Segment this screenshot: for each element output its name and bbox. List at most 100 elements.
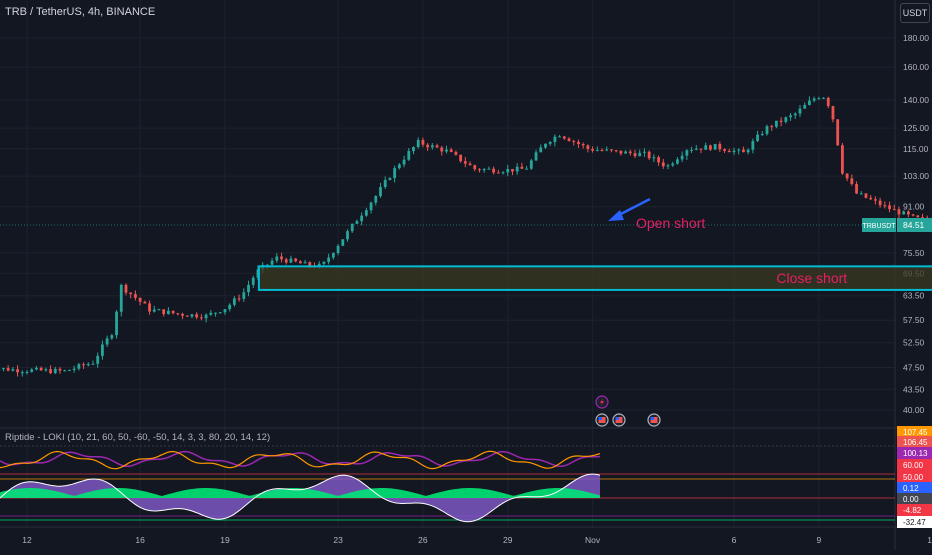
candle-body (35, 368, 38, 370)
candle-body (101, 345, 104, 356)
last-price-tag: 84.51 (903, 220, 925, 230)
candle-body (657, 157, 660, 162)
candle-body (638, 153, 641, 156)
candle-body (181, 314, 184, 316)
date-tick-label: 13 (927, 535, 932, 545)
candle-body (836, 119, 839, 145)
candle-body (271, 261, 274, 265)
price-tick-label: 40.00 (903, 405, 925, 415)
candle-body (158, 309, 161, 310)
candle-body (214, 313, 217, 314)
candle-body (327, 258, 330, 262)
candle-body (808, 101, 811, 105)
indicator-value-tag: 50.00 (903, 473, 924, 482)
candle-body (360, 216, 363, 222)
currency-button[interactable]: USDT (900, 3, 930, 23)
candle-body (464, 161, 467, 163)
candle-body (553, 137, 556, 142)
candle-body (813, 99, 816, 101)
candle-body (115, 312, 118, 336)
candle-body (167, 311, 170, 314)
candle-body (799, 109, 802, 114)
candle-body (407, 151, 410, 160)
candle-body (82, 364, 85, 365)
candle-body (596, 150, 599, 151)
candle-body (681, 156, 684, 160)
candle-body (370, 203, 373, 211)
candle-body (780, 121, 783, 122)
candle-body (907, 211, 910, 214)
candle-body (850, 178, 853, 184)
candle-body (209, 313, 212, 315)
price-tick-label: 103.00 (903, 171, 929, 181)
candle-body (751, 141, 754, 150)
candle-body (412, 147, 415, 151)
candle-body (676, 159, 679, 163)
candle-body (874, 199, 877, 200)
candle-body (299, 261, 302, 263)
price-tick-label: 115.00 (903, 144, 929, 154)
close-short-label: Close short (776, 270, 847, 286)
candle-body (393, 168, 396, 178)
candle-body (648, 152, 651, 159)
candle-body (756, 135, 759, 141)
candle-body (21, 372, 24, 373)
candle-body (337, 246, 340, 253)
candle-body (403, 160, 406, 165)
candle-body (398, 164, 401, 168)
candle-body (605, 149, 608, 150)
candle-body (422, 140, 425, 145)
candle-body (563, 136, 566, 138)
candle-body (228, 305, 231, 309)
candle-body (134, 294, 137, 298)
indicator-value-tag: 107.45 (903, 428, 928, 437)
candle-body (417, 140, 420, 147)
candle-body (841, 145, 844, 173)
flag-canton-icon (616, 417, 620, 420)
candle-body (139, 298, 142, 302)
candle-body (16, 369, 19, 372)
candle-body (478, 169, 481, 170)
candle-body (770, 126, 773, 127)
date-tick-label: Nov (585, 535, 601, 545)
candle-body (643, 152, 646, 153)
indicator-value-tag: 0.00 (903, 495, 919, 504)
candle-body (893, 209, 896, 210)
price-tick-label: 91.00 (903, 202, 925, 212)
candle-body (530, 160, 533, 168)
candle-body (459, 155, 462, 161)
candle-body (921, 217, 924, 218)
candle-body (916, 216, 919, 218)
candle-body (488, 169, 491, 170)
candle-body (49, 369, 52, 373)
candle-body (365, 210, 368, 215)
candle-body (492, 169, 495, 173)
candle-body (92, 364, 95, 365)
candle-body (766, 126, 769, 134)
candle-body (521, 167, 524, 169)
candle-body (624, 152, 627, 154)
candle-body (290, 259, 293, 263)
candle-body (455, 152, 458, 155)
candle-body (737, 150, 740, 151)
candle-body (153, 310, 156, 312)
indicator-value-tag: 100.13 (903, 449, 928, 458)
candle-body (431, 145, 434, 147)
candle-body (690, 150, 693, 151)
candle-body (341, 239, 344, 246)
candle-body (238, 298, 241, 299)
candle-body (436, 145, 439, 147)
candle-body (652, 157, 655, 158)
price-tick-label: 57.50 (903, 315, 925, 325)
price-tick-label: 140.00 (903, 95, 929, 105)
candle-body (445, 150, 448, 152)
candle-body (506, 169, 509, 172)
candle-body (87, 364, 90, 365)
candle-body (511, 169, 514, 172)
price-tick-label: 47.50 (903, 362, 925, 372)
indicator-value-tag: 60.00 (903, 461, 924, 470)
candle-body (191, 314, 194, 316)
candle-body (242, 292, 245, 299)
